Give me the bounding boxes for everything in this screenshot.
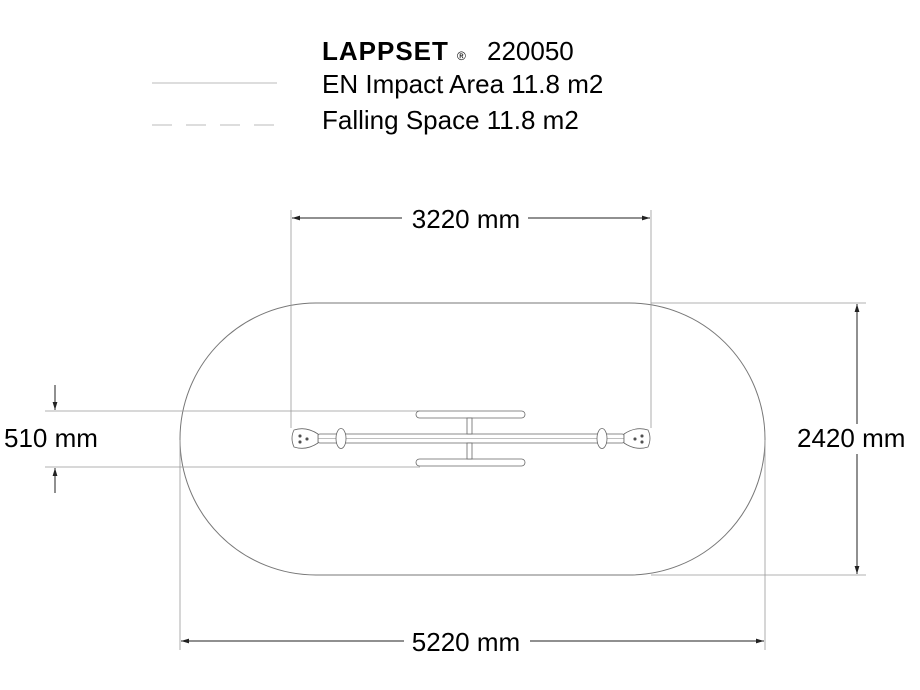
bottom-dimension-label: 5220 mm	[412, 627, 520, 657]
product-code: 220050	[487, 36, 574, 66]
falling-space-label: Falling Space 11.8 m2	[322, 105, 579, 135]
legend: LAPPSET ® 220050 EN Impact Area 11.8 m2 …	[152, 36, 603, 135]
center-post-upper	[466, 417, 473, 435]
left-dimension-label: 510 mm	[4, 423, 98, 453]
seesaw-equipment	[291, 410, 651, 467]
center-post-lower	[466, 442, 473, 460]
impact-area-outline	[179, 302, 766, 576]
top-dimension-label: 3220 mm	[412, 204, 520, 234]
registered-mark: ®	[457, 49, 466, 63]
dimension-lines	[52, 215, 860, 644]
handle-grip-left	[335, 428, 347, 449]
right-dimension-label: 2420 mm	[797, 423, 905, 453]
extension-lines	[45, 210, 866, 650]
handle-end-right	[623, 428, 651, 449]
handle-end-left	[291, 428, 319, 449]
seat-lower	[415, 458, 526, 467]
handle-grip-right	[596, 428, 608, 449]
impact-area-label: EN Impact Area 11.8 m2	[322, 69, 603, 99]
brand-logo: LAPPSET	[322, 36, 449, 66]
seat-upper	[415, 410, 526, 419]
